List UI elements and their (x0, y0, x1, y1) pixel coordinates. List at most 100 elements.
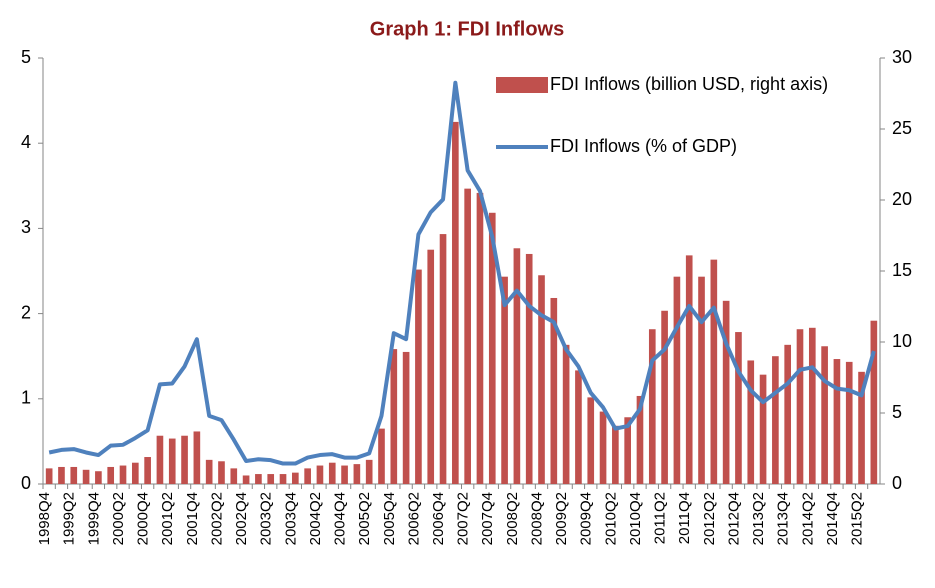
x-tick-label: 2011Q4 (676, 492, 693, 544)
bar (685, 255, 693, 484)
x-tick-label: 2002Q4 (233, 492, 250, 545)
bar (698, 276, 705, 484)
y2-tick-label: 15 (892, 260, 912, 280)
x-tick-label: 2007Q2 (455, 492, 472, 545)
bar (304, 468, 311, 484)
bar (562, 344, 570, 484)
bar (144, 457, 151, 484)
y2-tick-label: 5 (892, 402, 902, 422)
y-tick-label: 5 (21, 47, 31, 67)
bar (341, 465, 348, 484)
x-tick-label: 2000Q2 (110, 492, 127, 545)
bar (612, 425, 619, 484)
bar (599, 411, 607, 484)
bar (279, 474, 287, 484)
x-tick-label: 2013Q2 (750, 492, 767, 545)
y-tick-label: 1 (21, 388, 31, 408)
bar (550, 297, 558, 484)
x-tick-label: 2012Q2 (701, 492, 718, 545)
bar (390, 349, 398, 484)
bar (427, 249, 435, 484)
x-tick-label: 2006Q4 (430, 492, 447, 545)
x-tick-label: 2010Q4 (627, 492, 644, 545)
bar (168, 438, 176, 484)
bar (230, 468, 238, 484)
bar (205, 459, 213, 484)
bar (70, 466, 78, 484)
y2-tick-label: 25 (892, 118, 912, 138)
x-tick-label: 2005Q4 (381, 492, 398, 545)
bar (131, 462, 139, 484)
bar (747, 360, 755, 484)
legend-swatch (496, 77, 548, 93)
y-tick-label: 0 (21, 473, 31, 493)
bar (378, 428, 385, 484)
line (48, 80, 876, 466)
bar (439, 234, 447, 484)
bar (365, 459, 373, 484)
y-tick-label: 2 (21, 302, 31, 322)
bar (759, 374, 767, 484)
bar (673, 276, 681, 484)
bar (501, 276, 508, 484)
legend-entry: FDI Inflows (% of GDP) (550, 136, 738, 156)
x-tick-label: 2009Q2 (553, 492, 570, 545)
bar (267, 474, 275, 484)
bar (624, 417, 631, 484)
x-tick-label: 2001Q4 (184, 492, 201, 545)
bar (845, 361, 853, 484)
bar (710, 259, 718, 484)
x-tick-label: 2009Q4 (578, 492, 595, 545)
x-tick-label: 2000Q4 (135, 492, 152, 545)
x-tick-label: 2012Q4 (725, 492, 742, 545)
x-tick-label: 2014Q2 (799, 492, 816, 545)
bar (58, 466, 65, 484)
bar (833, 359, 841, 484)
y2-tick-label: 0 (892, 473, 902, 493)
bar (328, 462, 336, 484)
x-tick-label: 1999Q2 (61, 492, 78, 545)
bar (119, 465, 127, 484)
bar (525, 253, 533, 484)
bar (513, 248, 521, 484)
x-tick-label: 2013Q4 (775, 492, 792, 545)
y-tick-label: 3 (21, 217, 31, 237)
bar (218, 461, 225, 484)
x-tick-label: 2001Q2 (159, 492, 176, 545)
chart-title: Graph 1: FDI Inflows (370, 18, 564, 40)
x-tick-label: 2006Q2 (405, 492, 422, 545)
bar (181, 435, 188, 484)
bar (45, 468, 53, 484)
bar (538, 275, 545, 484)
bar (808, 327, 816, 484)
x-tick-label: 2003Q2 (258, 492, 275, 545)
y2-tick-label: 10 (892, 331, 912, 351)
x-tick-label: 2005Q2 (356, 492, 373, 545)
bar (476, 192, 484, 484)
x-tick-label: 2014Q4 (824, 492, 841, 545)
x-tick-label: 1998Q4 (36, 492, 53, 545)
bar (488, 212, 496, 484)
bar (107, 466, 115, 484)
bar (353, 464, 361, 484)
bar (587, 397, 595, 484)
x-tick-label: 2002Q2 (208, 492, 225, 545)
bar (193, 431, 201, 484)
bar (821, 346, 828, 484)
x-tick-label: 2008Q2 (504, 492, 521, 545)
bar (156, 435, 164, 484)
bar (415, 269, 422, 484)
bar (292, 472, 299, 484)
y2-tick-label: 30 (892, 47, 912, 67)
bar (772, 356, 779, 484)
y-tick-label: 4 (21, 132, 31, 152)
bar (735, 332, 742, 484)
x-tick-label: 2007Q4 (479, 492, 496, 545)
x-tick-label: 2003Q4 (282, 492, 299, 545)
bar (870, 320, 878, 484)
x-tick-label: 2008Q4 (528, 492, 545, 545)
bar (796, 329, 804, 484)
bar (858, 371, 865, 484)
